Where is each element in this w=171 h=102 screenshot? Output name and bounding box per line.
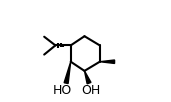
Polygon shape: [84, 71, 91, 84]
Text: HO: HO: [52, 84, 72, 97]
Text: OH: OH: [81, 84, 100, 97]
Polygon shape: [64, 62, 71, 84]
Polygon shape: [100, 60, 115, 63]
